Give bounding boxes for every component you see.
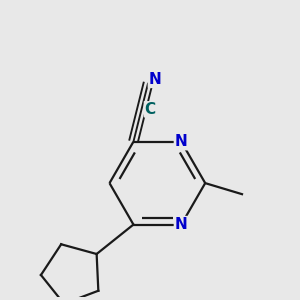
Text: N: N bbox=[175, 217, 188, 232]
Text: N: N bbox=[175, 134, 188, 149]
Text: N: N bbox=[148, 72, 161, 87]
Text: C: C bbox=[144, 102, 156, 117]
